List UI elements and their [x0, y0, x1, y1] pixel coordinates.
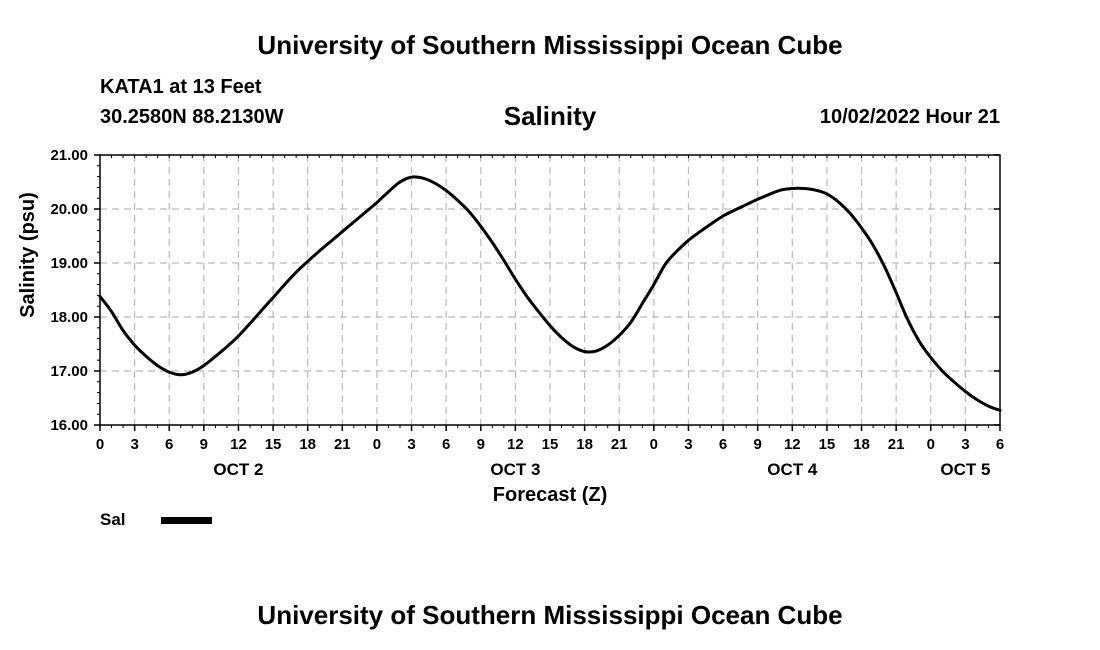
x-tick-label: 0 [650, 436, 658, 453]
x-tick-label: 6 [719, 436, 727, 453]
x-tick-label: 18 [853, 436, 870, 453]
x-tick-label: 9 [754, 436, 762, 453]
y-axis-title: Salinity (psu) [17, 192, 39, 318]
grid [100, 155, 1000, 425]
x-tick-label: 15 [819, 436, 836, 453]
x-tick-label: 6 [996, 436, 1004, 453]
x-tick-label: 18 [299, 436, 316, 453]
x-tick-label: 0 [373, 436, 381, 453]
x-tick-label: 0 [96, 436, 104, 453]
date-label: OCT 2 [213, 460, 263, 479]
x-tick-label: 0 [927, 436, 935, 453]
y-tick-label: 20.00 [50, 201, 88, 218]
y-tick-label: 21.00 [50, 147, 88, 164]
axis-labels: 0 3 6 9 12 15 18 21 0 3 6 9 12 15 18 21 0 3 6 9 12 15 18 21 0 3 6 1… [50, 147, 1004, 479]
x-tick-label: 3 [961, 436, 969, 453]
x-tick-label: 3 [684, 436, 692, 453]
x-tick-label: 21 [611, 436, 628, 453]
date-label: OCT 5 [940, 460, 990, 479]
x-tick-label: 21 [334, 436, 351, 453]
x-tick-label: 6 [165, 436, 173, 453]
legend-swatch [161, 517, 212, 524]
footer-title: University of Southern Mississippi Ocean… [257, 600, 843, 630]
legend-label: Sal [100, 510, 126, 529]
x-tick-label: 9 [477, 436, 485, 453]
y-tick-label: 17.00 [50, 363, 88, 380]
x-axis-title: Forecast (Z) [493, 484, 607, 506]
x-tick-label: 6 [442, 436, 450, 453]
x-tick-label: 3 [130, 436, 138, 453]
y-tick-label: 16.00 [50, 417, 88, 434]
x-tick-label: 12 [784, 436, 801, 453]
date-label: OCT 4 [767, 460, 818, 479]
axis-ticks [94, 154, 1001, 431]
x-tick-label: 15 [542, 436, 559, 453]
x-tick-label: 21 [888, 436, 905, 453]
y-tick-label: 19.00 [50, 255, 88, 272]
x-tick-label: 3 [407, 436, 415, 453]
y-tick-label: 18.00 [50, 309, 88, 326]
coordinates-label: 30.2580N 88.2130W [100, 106, 284, 128]
station-label: KATA1 at 13 Feet [100, 76, 262, 98]
x-tick-label: 12 [507, 436, 524, 453]
x-tick-label: 18 [576, 436, 593, 453]
series-line-sal [98, 175, 1002, 412]
datetime-label: 10/02/2022 Hour 21 [819, 106, 1000, 128]
x-tick-label: 9 [200, 436, 208, 453]
x-tick-label: 12 [230, 436, 247, 453]
x-tick-label: 15 [265, 436, 282, 453]
page-title: University of Southern Mississippi Ocean… [257, 30, 843, 60]
chart-title: Salinity [503, 101, 597, 131]
date-label: OCT 3 [490, 460, 540, 479]
